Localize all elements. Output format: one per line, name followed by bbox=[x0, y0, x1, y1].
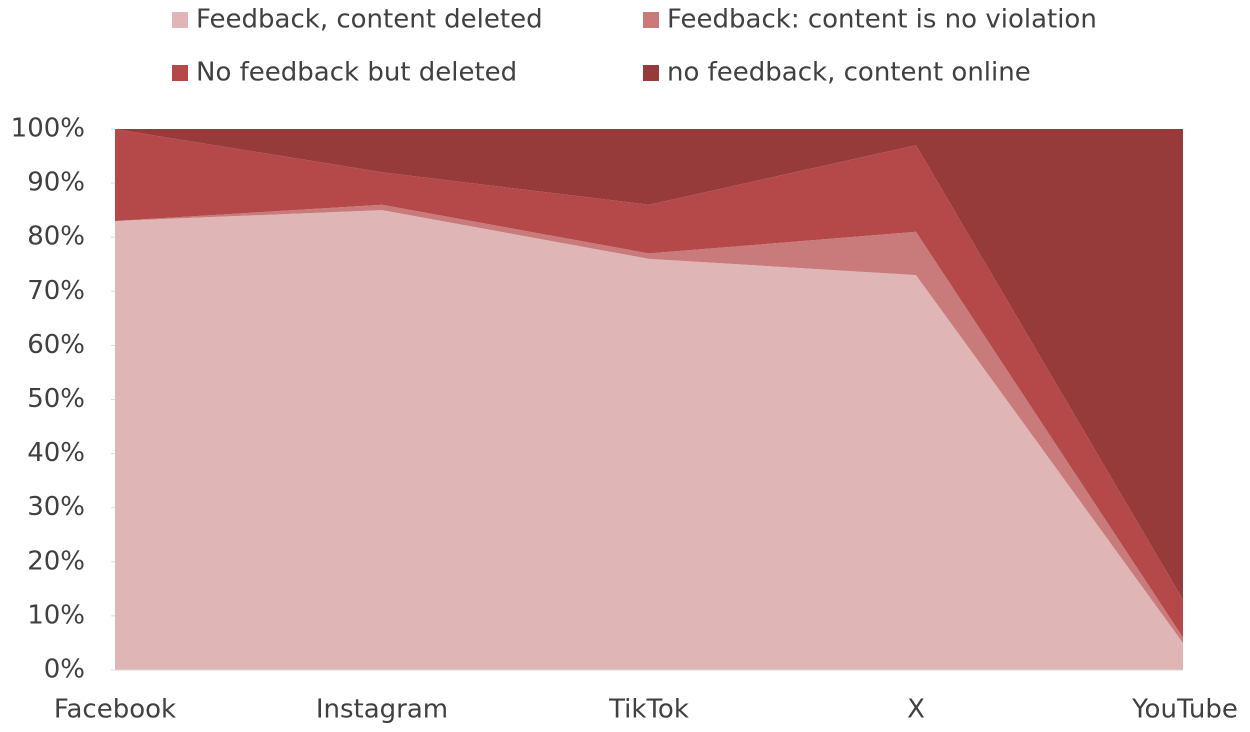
area bbox=[115, 210, 1183, 670]
legend-swatch bbox=[643, 12, 659, 28]
y-tick-label: 100% bbox=[11, 114, 85, 144]
y-tick-label: 30% bbox=[27, 492, 85, 522]
area bbox=[115, 129, 1183, 638]
x-tick-label: Facebook bbox=[54, 695, 176, 725]
x-tick-label: Instagram bbox=[316, 695, 448, 725]
y-tick-label: 90% bbox=[27, 168, 85, 198]
legend-label: Feedback: content is no violation bbox=[667, 5, 1097, 35]
legend-label: Feedback, content deleted bbox=[196, 5, 543, 35]
y-tick-label: 40% bbox=[27, 438, 85, 468]
legend-swatch bbox=[643, 65, 659, 81]
area bbox=[115, 129, 1183, 600]
legend-label: No feedback but deleted bbox=[196, 58, 517, 88]
y-tick-label: 70% bbox=[27, 276, 85, 306]
legend-swatch bbox=[172, 12, 188, 28]
legend-label: no feedback, content online bbox=[667, 58, 1031, 88]
legend-swatch bbox=[172, 65, 188, 81]
y-tick-label: 0% bbox=[44, 655, 85, 685]
y-tick-label: 60% bbox=[27, 330, 85, 360]
y-tick-label: 10% bbox=[27, 600, 85, 630]
x-tick-label: TikTok bbox=[608, 695, 689, 725]
x-tick-label: YouTube bbox=[1131, 695, 1238, 725]
y-tick-label: 80% bbox=[27, 222, 85, 252]
y-tick-label: 20% bbox=[27, 546, 85, 576]
x-tick-label: X bbox=[907, 695, 925, 725]
y-tick-label: 50% bbox=[27, 384, 85, 414]
